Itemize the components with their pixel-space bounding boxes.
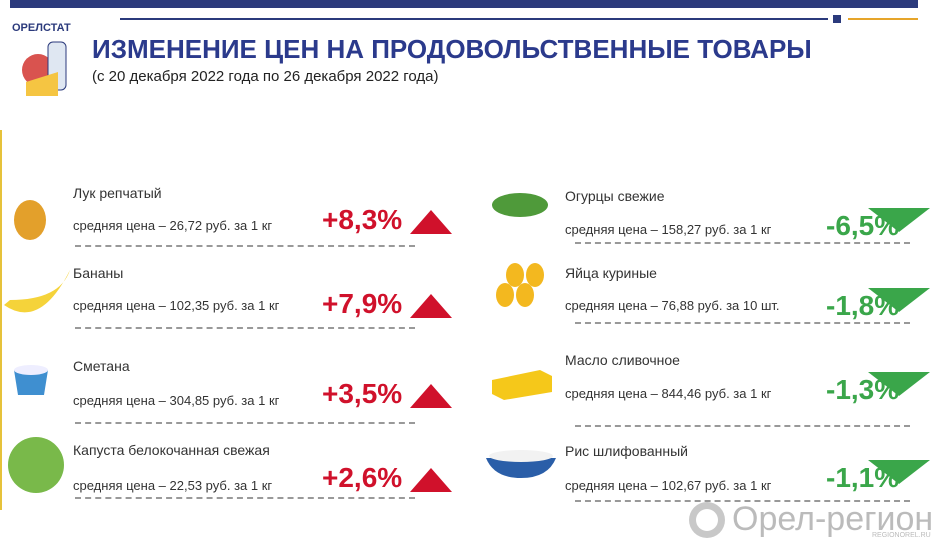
divider xyxy=(75,497,415,499)
price-change: +3,5% xyxy=(322,378,403,409)
item-name: Масло сливочное xyxy=(565,352,680,368)
up-arrow xyxy=(410,294,452,318)
agency: ОРЕЛСТАТ xyxy=(12,22,71,34)
item-price: средняя цена – 102,35 руб. за 1 кг xyxy=(73,298,280,313)
down-arrow xyxy=(868,372,930,396)
item-price: средняя цена – 158,27 руб. за 1 кг xyxy=(565,222,772,237)
item-price: средняя цена – 76,88 руб. за 10 шт. xyxy=(565,298,780,313)
item-price: средняя цена – 844,46 руб. за 1 кг xyxy=(565,386,772,401)
price-change: +8,3% xyxy=(322,204,403,235)
divider xyxy=(575,242,910,244)
item-price: средняя цена – 22,53 руб. за 1 кг xyxy=(73,478,273,493)
item-name: Капуста белокочанная свежая xyxy=(73,442,270,458)
title: ИЗМЕНЕНИЕ ЦЕН НА ПРОДОВОЛЬСТВЕННЫЕ ТОВАР… xyxy=(92,34,812,64)
divider xyxy=(575,322,910,324)
divider xyxy=(575,425,910,427)
up-arrow xyxy=(410,210,452,234)
item-name: Рис шлифованный xyxy=(565,443,688,459)
divider xyxy=(75,327,415,329)
price-change: +7,9% xyxy=(322,288,403,319)
divider xyxy=(75,245,415,247)
down-arrow xyxy=(868,460,930,484)
item-price: средняя цена – 102,67 руб. за 1 кг xyxy=(565,478,772,493)
up-arrow xyxy=(410,384,452,408)
item-name: Огурцы свежие xyxy=(565,188,665,204)
item-name: Сметана xyxy=(73,358,130,374)
down-arrow xyxy=(868,208,930,232)
item-price: средняя цена – 304,85 руб. за 1 кг xyxy=(73,393,280,408)
watermark: Орел-регион xyxy=(732,500,934,538)
up-arrow xyxy=(410,468,452,492)
item-name: Лук репчатый xyxy=(73,185,162,201)
down-arrow xyxy=(868,288,930,312)
watermark-site: REGIONOREL.RU xyxy=(872,532,931,539)
item-name: Яйца куриные xyxy=(565,265,657,281)
divider xyxy=(75,422,415,424)
subtitle: (с 20 декабря 2022 года по 26 декабря 20… xyxy=(92,68,439,85)
divider xyxy=(575,500,910,502)
item-name: Бананы xyxy=(73,265,124,281)
item-price: средняя цена – 26,72 руб. за 1 кг xyxy=(73,218,273,233)
price-change: +2,6% xyxy=(322,462,403,493)
